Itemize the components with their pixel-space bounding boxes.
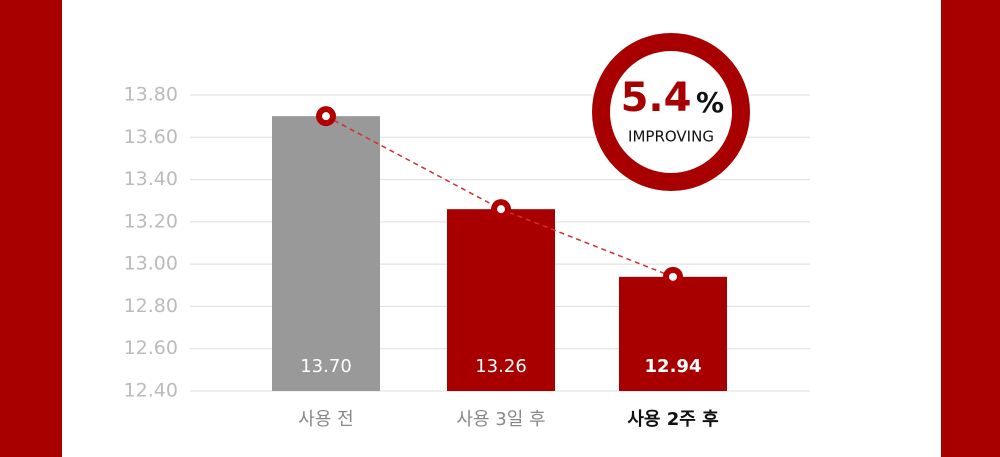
badge: 5.4 % IMPROVING xyxy=(592,33,750,191)
side-strip xyxy=(941,0,1000,457)
y-tick-label: 12.80 xyxy=(124,295,178,317)
point-center xyxy=(497,205,505,214)
y-tick-label: 13.40 xyxy=(124,168,178,190)
x-tick-label: 사용 3일 후 xyxy=(456,409,545,430)
badge-unit: % xyxy=(696,86,724,119)
side-strip xyxy=(0,0,62,457)
value-label: 12.94 xyxy=(645,356,702,377)
point-center xyxy=(322,112,330,121)
x-tick-label: 사용 전 xyxy=(298,409,353,430)
y-tick-label: 12.40 xyxy=(124,380,178,402)
y-tick-label: 13.20 xyxy=(124,210,178,232)
plot: 12.40 12.60 12.80 13.00 13.20 13.40 13.60 13.80… xyxy=(124,84,810,430)
point-center xyxy=(669,272,677,281)
value-label: 13.26 xyxy=(475,356,527,377)
badge-text: IMPROVING xyxy=(628,128,714,146)
bar xyxy=(272,116,380,392)
bar xyxy=(447,209,555,391)
y-tick-label: 13.80 xyxy=(124,84,178,106)
y-tick-label: 13.60 xyxy=(124,126,178,148)
bar xyxy=(619,276,727,391)
badge-number: 5.4 xyxy=(621,75,692,121)
y-tick-label: 12.60 xyxy=(124,337,178,359)
badge-ring xyxy=(592,33,750,191)
y-tick-label: 13.00 xyxy=(124,253,178,275)
value-label: 13.70 xyxy=(300,356,352,377)
x-tick-label: 사용 2주 후 xyxy=(627,409,718,430)
